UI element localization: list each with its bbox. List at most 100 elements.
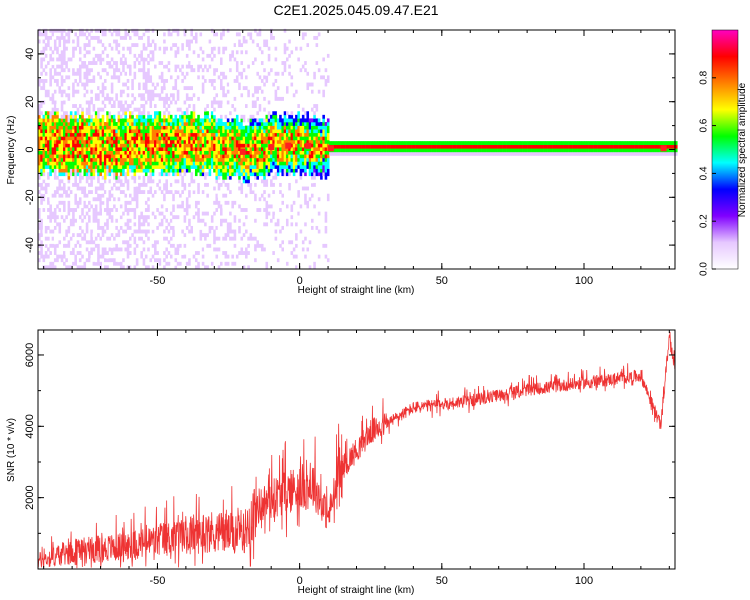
- heat-cell: [135, 28, 139, 33]
- heat-cell: [265, 78, 269, 83]
- heat-cell: [88, 168, 91, 173]
- heat-cell: [133, 111, 137, 116]
- heat-cell: [65, 233, 68, 238]
- heat-cell: [181, 78, 184, 83]
- heat-cell: [133, 211, 137, 216]
- heat-cell: [265, 265, 269, 270]
- heat-cell: [51, 150, 55, 155]
- heat-cell: [97, 225, 100, 230]
- heat-cell: [51, 215, 55, 220]
- heat-cell: [260, 61, 264, 65]
- heat-cell: [197, 215, 200, 220]
- heat-cell: [108, 132, 112, 137]
- heat-cell: [38, 175, 41, 180]
- heat-cell: [208, 118, 212, 123]
- heat-cell: [295, 222, 298, 227]
- heat-cell: [342, 144, 346, 149]
- heat-cell: [101, 247, 105, 252]
- heat-cell: [49, 104, 52, 108]
- heat-cell: [254, 89, 257, 94]
- heat-cell: [149, 147, 153, 151]
- heat-cell: [342, 151, 346, 156]
- heat-cell: [370, 141, 373, 146]
- heat-cell: [144, 208, 148, 212]
- heat-cell: [217, 193, 221, 198]
- heat-cell: [56, 125, 59, 130]
- heat-cell: [213, 111, 216, 116]
- heat-cell: [154, 122, 157, 126]
- heat-cell: [347, 148, 350, 153]
- heat-cell: [213, 165, 216, 169]
- heat-cell: [226, 125, 230, 130]
- heat-cell: [63, 168, 66, 173]
- heat-cell: [117, 247, 121, 252]
- heat-cell: [122, 157, 125, 162]
- heat-cell: [515, 151, 519, 156]
- heat-cell: [292, 200, 296, 205]
- heat-cell: [183, 129, 187, 134]
- heat-cell: [69, 265, 73, 270]
- heat-cell: [106, 53, 109, 58]
- heat-cell: [38, 222, 41, 227]
- heat-cell: [44, 157, 48, 162]
- heat-cell: [53, 107, 57, 112]
- heat-cell: [58, 182, 62, 187]
- heat-cell: [51, 229, 55, 234]
- heat-cell: [222, 125, 225, 130]
- heat-cell: [313, 143, 316, 148]
- heat-cell: [78, 147, 82, 151]
- heat-cell: [99, 186, 102, 191]
- heat-cell: [254, 132, 257, 137]
- heat-cell: [99, 200, 102, 205]
- heat-cell: [463, 151, 466, 156]
- heat-cell: [326, 53, 330, 58]
- heat-cell: [122, 82, 125, 87]
- heat-cell: [197, 168, 200, 173]
- heat-cell: [151, 139, 155, 144]
- heat-cell: [265, 179, 269, 184]
- heat-cell: [670, 144, 674, 149]
- heat-cell: [436, 141, 439, 146]
- heat-cell: [58, 125, 62, 130]
- heat-cell: [258, 125, 262, 130]
- heat-cell: [247, 139, 250, 144]
- heat-cell: [106, 200, 109, 205]
- heat-cell: [169, 154, 173, 159]
- heat-cell: [106, 111, 109, 116]
- heat-cell: [245, 50, 248, 55]
- heat-cell: [597, 141, 601, 146]
- heat-cell: [183, 136, 187, 141]
- heat-cell: [142, 190, 146, 195]
- heat-cell: [245, 168, 248, 173]
- heat-cell: [199, 218, 203, 223]
- heat-cell: [276, 222, 280, 227]
- heat-cell: [158, 143, 162, 148]
- heat-cell: [194, 154, 198, 159]
- heat-cell: [490, 144, 494, 149]
- heat-cell: [245, 165, 248, 169]
- heat-cell: [267, 114, 271, 119]
- heat-cell: [281, 247, 284, 252]
- heat-cell: [135, 150, 139, 155]
- heat-cell: [85, 165, 89, 169]
- heat-cell: [288, 114, 291, 119]
- heat-cell: [94, 132, 98, 137]
- heat-cell: [204, 139, 207, 144]
- heat-cell: [40, 111, 43, 116]
- heat-cell: [249, 154, 253, 159]
- heat-cell: [110, 215, 114, 220]
- heat-cell: [174, 139, 178, 144]
- heat-cell: [276, 157, 280, 162]
- heat-cell: [281, 143, 284, 148]
- heat-cell: [235, 50, 239, 55]
- heat-cell: [297, 132, 300, 137]
- heat-cell: [60, 143, 64, 148]
- heat-cell: [231, 236, 234, 241]
- heat-cell: [163, 161, 166, 166]
- heat-cell: [172, 229, 175, 234]
- heat-cell: [117, 111, 121, 116]
- heat-cell: [144, 125, 148, 130]
- heat-cell: [163, 186, 166, 191]
- heat-cell: [53, 68, 57, 73]
- heat-cell: [324, 143, 328, 148]
